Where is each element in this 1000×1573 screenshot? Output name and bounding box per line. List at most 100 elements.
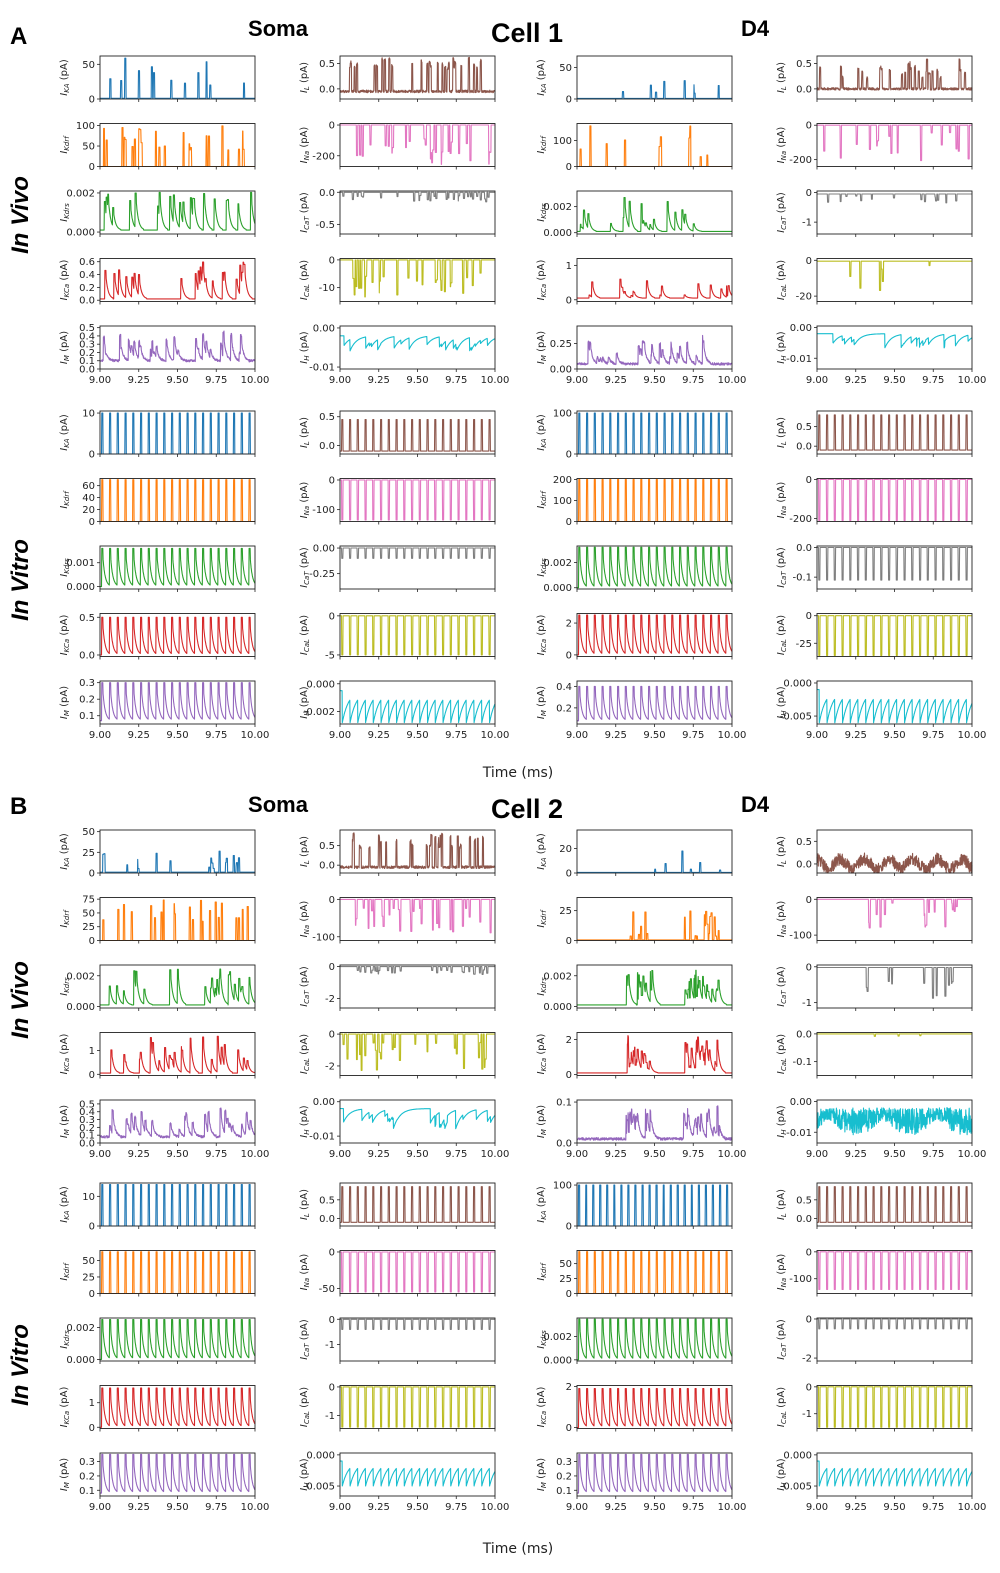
subplot-b-vivo-d4-l: 0.0 0.5 IL (pA)	[776, 829, 973, 876]
x-tick-label: 9.75	[922, 1502, 944, 1513]
y-tick-label: 0.001	[66, 558, 95, 569]
y-tick-label: 50	[82, 1256, 95, 1267]
y-axis-label: IKdrf	[59, 490, 71, 509]
x-tick-label: 10.00	[481, 375, 510, 386]
x-tick-label: 9.50	[166, 1149, 188, 1160]
subplot-b-vivo-soma-l: 0.0 0.5 IL (pA)	[299, 829, 496, 876]
subplot-b-vitro-d4-na: -100 0 INa (pA)	[776, 1247, 973, 1297]
subplot-a-vitro-d4-na: -200 0 INa (pA)	[776, 475, 973, 525]
y-tick-label: -0.01	[786, 1128, 812, 1139]
y-tick-label: 0.000	[66, 582, 95, 593]
axes-frame	[576, 55, 733, 100]
trace-h	[816, 689, 973, 724]
trace-na	[816, 124, 973, 162]
axes-frame	[576, 613, 733, 657]
y-tick-label: 0.5	[79, 323, 95, 334]
y-tick-label: 0.2	[79, 1123, 95, 1134]
subplot-a-vivo-soma-h: -0.01 0.00 9.00 9.25 9.50 9.75 10.00 IH (pA)	[299, 323, 509, 386]
subplot-b-vivo-d4-ka: 0 20 IKA (pA)	[536, 829, 733, 880]
y-tick-label: 0	[806, 121, 812, 132]
y-tick-label: -20	[796, 292, 812, 303]
y-tick-label: 0	[89, 517, 95, 528]
x-tick-label: 9.00	[806, 1149, 828, 1160]
x-tick-label: 9.50	[166, 375, 188, 386]
y-tick-label: 0.0	[79, 365, 95, 376]
y-axis-label: IKA (pA)	[536, 833, 548, 870]
y-tick-label: 0.002	[66, 971, 95, 982]
x-tick-label: 9.75	[445, 730, 467, 741]
y-tick-label: 0.002	[543, 558, 572, 569]
axes-frame	[339, 1452, 496, 1497]
y-tick-label: 0.000	[543, 1002, 572, 1013]
y-tick-label: 20	[559, 844, 572, 855]
subplot-b-vivo-soma-kdrf: 0 25 50 75 IKdrf	[59, 895, 256, 947]
y-tick-label: 25	[82, 922, 95, 933]
y-tick-label: 0.000	[66, 1355, 95, 1366]
trace-kdrf	[576, 1251, 733, 1295]
x-tick-label: 10.00	[718, 1149, 747, 1160]
subplot-b-vitro-soma-cat: -1 0 ICaT (pA)	[299, 1315, 496, 1364]
y-axis-label: IH (pA)	[776, 1458, 788, 1490]
trace-ka	[99, 57, 256, 99]
y-tick-label: -1	[802, 998, 812, 1009]
y-tick-label: -100	[312, 932, 335, 943]
y-axis-label: ICaL (pA)	[299, 1387, 311, 1427]
trace-ka	[576, 412, 733, 455]
axes-frame	[816, 897, 973, 941]
y-axis-label: IM (pA)	[59, 1458, 71, 1491]
trace-kca	[99, 1035, 256, 1074]
axes-frame	[576, 1385, 733, 1429]
axes-frame	[816, 478, 973, 522]
subplot-b-vitro-soma-h: -0.005 0.000 9.00 9.25 9.50 9.75 10.00 IH (pA)	[299, 1450, 509, 1513]
axes-frame	[339, 1182, 496, 1227]
subplot-a-vivo-soma-na: -200 0 INa (pA)	[299, 121, 496, 170]
y-axis-label: IKdrf	[536, 1262, 548, 1281]
y-tick-label: 2	[566, 1035, 572, 1046]
trace-cal	[339, 1033, 496, 1071]
y-tick-label: 0	[89, 450, 95, 461]
y-axis-label: IL (pA)	[299, 1189, 311, 1220]
trace-kdrf	[576, 910, 733, 941]
subplot-b-vivo-soma-kca: 0 1 IKCa (pA)	[59, 1032, 256, 1081]
subplot-a-vivo-d4-kdrf: 0 100 IKdrf	[536, 123, 733, 173]
x-tick-label: 9.00	[329, 375, 351, 386]
subplot-b-vivo-d4-kdrf: 0 25 IKdrf	[536, 897, 733, 947]
x-tick-label: 9.50	[643, 1502, 665, 1513]
y-tick-label: 0.002	[543, 202, 572, 213]
y-tick-label: -200	[789, 155, 812, 166]
subplot-b-vivo-soma-ka: 0 25 50 IKA (pA)	[59, 827, 256, 880]
trace-kdrs	[99, 547, 256, 588]
axes-frame	[99, 55, 256, 100]
axes-frame	[99, 478, 256, 522]
y-tick-label: 100	[553, 409, 572, 420]
trace-m	[99, 330, 256, 363]
y-tick-label: -0.005	[303, 1482, 335, 1493]
y-tick-label: 25	[82, 1272, 95, 1283]
subplot-a-vitro-d4-cal: -25 0 ICaL (pA)	[776, 611, 973, 660]
y-tick-label: 1	[89, 1046, 95, 1057]
y-tick-label: 10	[82, 409, 95, 420]
y-tick-label: 0.002	[543, 971, 572, 982]
trace-h	[339, 690, 496, 724]
trace-kdrs	[576, 546, 733, 589]
xlabel-a: Time (ms)	[482, 765, 554, 781]
subplot-a-vitro-d4-ka: 0 100 IKA (pA)	[536, 409, 733, 461]
y-tick-label: 0.000	[783, 678, 812, 689]
y-tick-label: 25	[82, 848, 95, 859]
axes-frame	[576, 1317, 733, 1362]
x-tick-label: 10.00	[958, 730, 987, 741]
trace-kca	[576, 1035, 733, 1074]
y-tick-label: 0.00	[790, 323, 812, 334]
y-tick-label: 0.2	[79, 695, 95, 706]
y-tick-label: -0.1	[792, 1057, 812, 1068]
x-tick-label: 9.75	[205, 1502, 227, 1513]
y-tick-label: 0.0	[556, 1139, 572, 1150]
y-tick-label: 0.00	[313, 544, 335, 555]
axes-frame	[576, 1182, 733, 1227]
y-tick-label: -0.005	[780, 712, 812, 723]
y-tick-label: 0.4	[79, 331, 95, 342]
axes-frame	[576, 1250, 733, 1294]
trace-l	[339, 1186, 496, 1223]
